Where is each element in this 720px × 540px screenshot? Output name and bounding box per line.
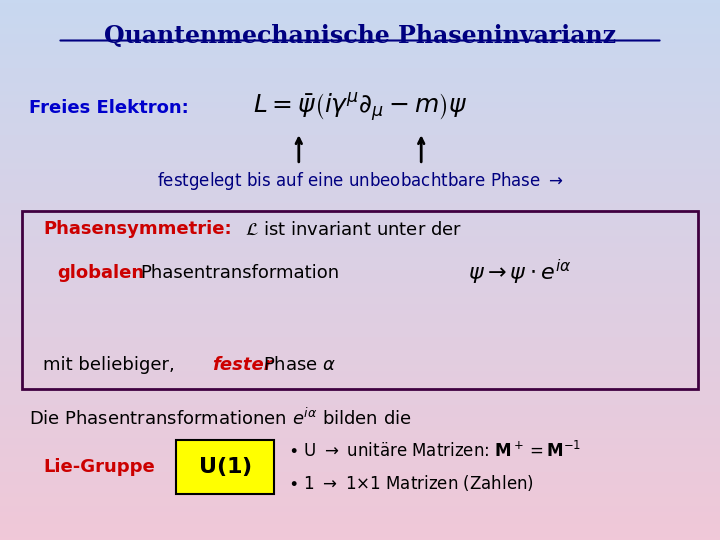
Text: Phase $\alpha$: Phase $\alpha$ xyxy=(263,355,336,374)
Text: fester: fester xyxy=(212,355,273,374)
Text: Phasensymmetrie:: Phasensymmetrie: xyxy=(43,220,232,239)
Text: Freies Elektron:: Freies Elektron: xyxy=(29,99,189,117)
Text: $L = \bar{\psi}\left(i\gamma^{\mu}\partial_{\mu} - m\right)\psi$: $L = \bar{\psi}\left(i\gamma^{\mu}\parti… xyxy=(253,92,467,124)
Text: Die Phasentransformationen $e^{i\alpha}$ bilden die: Die Phasentransformationen $e^{i\alpha}$… xyxy=(29,408,411,429)
Text: $\psi \rightarrow \psi \cdot e^{i\alpha}$: $\psi \rightarrow \psi \cdot e^{i\alpha}… xyxy=(468,258,572,287)
Text: $\mathcal{L}$ ist invariant unter der: $\mathcal{L}$ ist invariant unter der xyxy=(245,220,462,239)
Text: Phasentransformation: Phasentransformation xyxy=(140,264,340,282)
Text: Lie-Gruppe: Lie-Gruppe xyxy=(43,458,155,476)
Text: globalen: globalen xyxy=(58,264,145,282)
Text: Quantenmechanische Phaseninvarianz: Quantenmechanische Phaseninvarianz xyxy=(104,24,616,48)
Text: mit beliebiger,: mit beliebiger, xyxy=(43,355,181,374)
Text: $\bullet$ U $\rightarrow$ unitäre Matrizen: $\mathbf{M}^+ = \mathbf{M}^{-1}$: $\bullet$ U $\rightarrow$ unitäre Matriz… xyxy=(288,441,581,461)
Text: $\mathbf{U(1)}$: $\mathbf{U(1)}$ xyxy=(198,455,251,477)
Text: $\bullet$ 1 $\rightarrow$ 1$\times$1 Matrizen (Zahlen): $\bullet$ 1 $\rightarrow$ 1$\times$1 Mat… xyxy=(288,473,534,494)
FancyBboxPatch shape xyxy=(176,440,274,494)
Text: festgelegt bis auf eine unbeobachtbare Phase $\rightarrow$: festgelegt bis auf eine unbeobachtbare P… xyxy=(157,170,563,192)
